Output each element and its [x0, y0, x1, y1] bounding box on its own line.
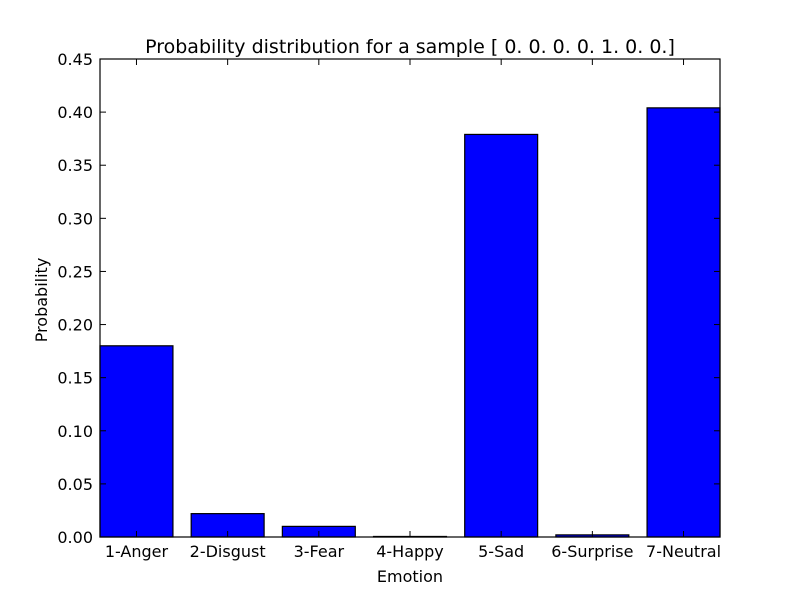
x-tick-label: 3-Fear	[294, 542, 345, 561]
y-axis-title: Probability	[32, 258, 51, 343]
axes-layer: 0.00 0.05 0.10 0.15 0.20 0.25 0.30 0.35 0.40 0.45…	[57, 50, 721, 561]
x-tick-label: 2-Disgust	[190, 542, 266, 561]
y-tick-label: 0.10	[57, 422, 93, 441]
x-tick-label: 1-Anger	[105, 542, 169, 561]
bar-5-sad	[464, 133, 539, 538]
x-tick-label: 5-Sad	[478, 542, 524, 561]
y-tick-label: 0.20	[57, 316, 93, 335]
y-tick-label: 0.00	[57, 528, 93, 547]
chart-title: Probability distribution for a sample [ …	[145, 36, 675, 58]
bar-7-neutral	[646, 107, 721, 538]
x-axis-title: Emotion	[377, 567, 443, 586]
bars-layer	[99, 107, 721, 538]
x-tick-label: 7-Neutral	[646, 542, 721, 561]
y-tick-label: 0.05	[57, 475, 93, 494]
plot-frame	[99, 58, 721, 538]
x-tick-label: 4-Happy	[376, 542, 444, 561]
y-tick-label: 0.25	[57, 262, 93, 281]
y-tick-label: 0.45	[57, 50, 93, 69]
y-tick-label: 0.30	[57, 209, 93, 228]
x-tick-label: 6-Surprise	[551, 542, 633, 561]
y-tick-label: 0.40	[57, 103, 93, 122]
y-tick-label: 0.35	[57, 156, 93, 175]
bar-1-anger	[99, 345, 174, 538]
y-tick-label: 0.15	[57, 369, 93, 388]
